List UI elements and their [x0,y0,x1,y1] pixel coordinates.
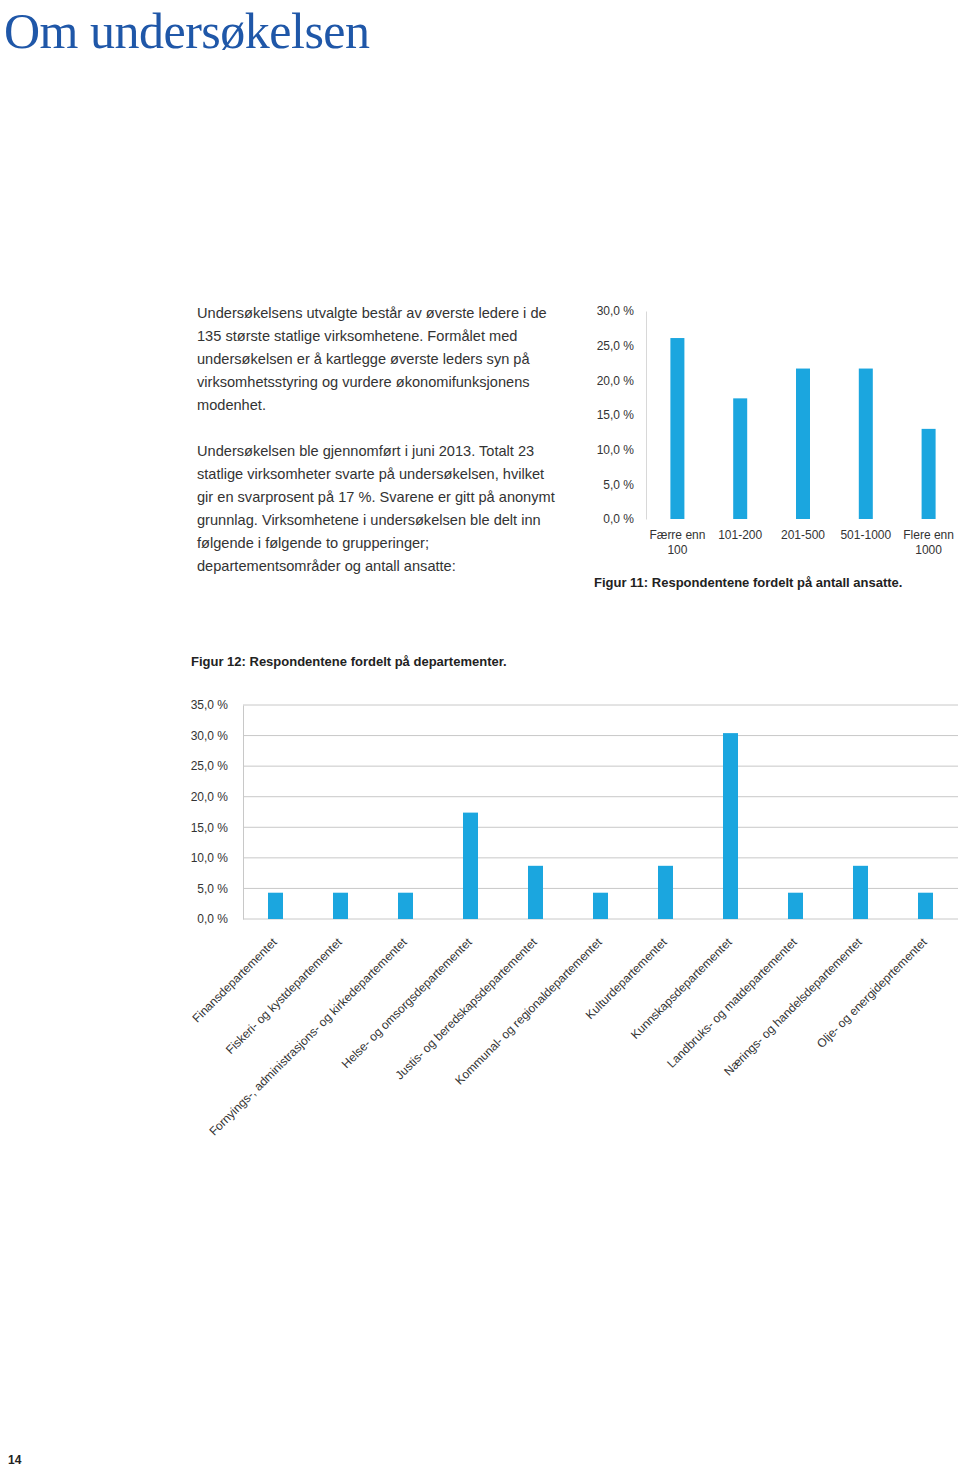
x-tick-label: Landbruks- og matdepartementet [664,935,800,1071]
grid-line [243,705,958,706]
y-tick: 15,0 % [191,821,243,835]
x-tick-label: Kunnskapsdepartementet [628,935,735,1042]
x-tick-label: Nærings- og handelsdepartementet [721,935,865,1079]
bar [670,338,684,519]
charts: 0,0 % 5,0 % 10,0 % 15,0 % 20,0 % 25,0 % 30,0 %… [0,0,960,1472]
grid-line [243,888,958,889]
y-tick-label: 30,0 % [597,304,635,318]
bar [723,733,738,919]
y-tick: 0,0 % [197,912,243,926]
y-tick: 20,0 % [597,374,646,388]
x-tick-label: Helse- og omsorgsdepartementet [339,935,475,1071]
y-tick: 5,0 % [603,478,646,492]
y-tick-label: 20,0 % [191,790,229,804]
grid-line [243,857,958,858]
y-tick-label: 15,0 % [191,821,229,835]
y-tick-label: 10,0 % [191,851,229,865]
y-tick-label: 5,0 % [197,882,228,896]
y-tick: 5,0 % [197,882,243,896]
bar [333,893,348,919]
y-tick-label: 35,0 % [191,698,229,712]
bar [463,813,478,919]
y-tick: 10,0 % [597,443,646,457]
y-tick-label: 20,0 % [597,374,635,388]
y-axis: 0,0 % 5,0 % 10,0 % 15,0 % 20,0 % 25,0 % 30,0 % [597,304,647,526]
bar [853,866,868,919]
grid-line [243,827,958,828]
bar [398,893,413,919]
figure-caption: Figur 12: Respondentene fordelt på depar… [191,654,507,669]
x-tick-label: 101-200 [718,528,762,542]
bar [593,893,608,919]
y-tick: 30,0 % [597,304,646,318]
y-tick: 15,0 % [597,408,646,422]
bar [796,369,810,519]
y-tick: 10,0 % [191,851,243,865]
x-tick-label: Fiskeri- og kystdepartementet [223,935,345,1057]
y-tick: 35,0 % [191,698,243,712]
bars [268,733,933,919]
bars [670,338,935,519]
page-title: Om undersøkelsen [4,2,370,60]
x-tick-label: 501-1000 [840,528,891,542]
grid [243,705,958,919]
y-tick-label: 0,0 % [197,912,228,926]
bar [658,866,673,919]
y-tick-label: 0,0 % [603,512,634,526]
x-tick-label: Færre enn100 [649,528,705,557]
axis-line [646,312,647,520]
y-tick: 30,0 % [191,729,243,743]
page-number: 14 [8,1453,21,1467]
bar-chart: 0,0 % 5,0 % 10,0 % 15,0 % 20,0 % 25,0 % 30,0 %… [190,654,958,1138]
paragraph: Undersøkelsen ble gjennomført i juni 201… [197,440,559,578]
figure-caption: Figur 11: Respondentene fordelt på antal… [594,575,902,590]
x-labels: FinansdepartementetFiskeri- og kystdepar… [190,935,931,1139]
grid-line [243,735,958,736]
bar [733,398,747,519]
bar [268,893,283,919]
y-tick-label: 10,0 % [597,443,635,457]
y-tick-label: 25,0 % [597,339,635,353]
y-tick-label: 30,0 % [191,729,229,743]
bar [859,369,873,519]
y-tick-label: 25,0 % [191,759,229,773]
y-tick: 25,0 % [191,759,243,773]
grid-line [243,796,958,797]
x-tick-label: Kommunal- og regionaldepartementet [452,935,605,1088]
bar [922,429,936,519]
x-tick-label: Justis- og beredskapsdepartementet [392,935,540,1083]
x-tick-label: 201-500 [781,528,825,542]
y-tick-label: 15,0 % [597,408,635,422]
axis-line [243,706,244,920]
bar [918,893,933,919]
x-tick-label: Flere enn1000 [903,528,954,557]
y-tick: 0,0 % [603,512,646,526]
paragraph: Undersøkelsens utvalgte består av øverst… [197,302,559,417]
y-tick-label: 5,0 % [603,478,634,492]
y-axis: 0,0 % 5,0 % 10,0 % 15,0 % 20,0 % 25,0 % 30,0 %… [191,698,244,926]
x-labels: Færre enn100 101-200 201-500 501-1000 Flere … [649,528,954,557]
y-tick: 20,0 % [191,790,243,804]
bar [528,866,543,919]
grid-line [243,766,958,767]
bar-chart: 0,0 % 5,0 % 10,0 % 15,0 % 20,0 % 25,0 % 30,0 %… [594,304,954,590]
x-tick-label: Olje- og energideprtementet [814,935,930,1051]
y-tick: 25,0 % [597,339,646,353]
bar [788,893,803,919]
